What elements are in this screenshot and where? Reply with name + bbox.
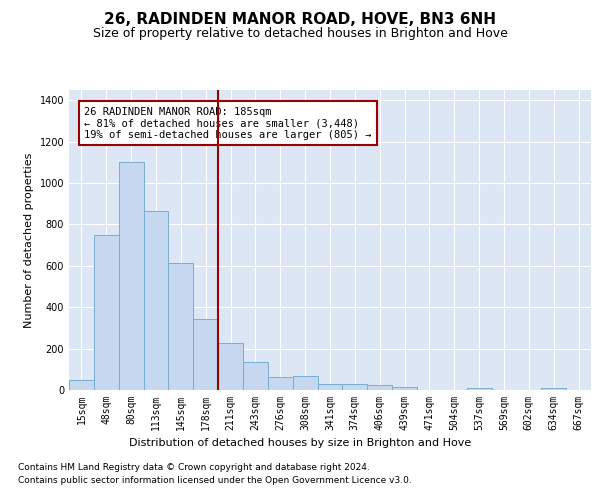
Bar	[317, 384, 343, 390]
Bar	[143, 211, 169, 390]
Text: 26 RADINDEN MANOR ROAD: 185sqm
← 81% of detached houses are smaller (3,448)
19% : 26 RADINDEN MANOR ROAD: 185sqm ← 81% of …	[84, 106, 371, 140]
Bar	[69, 380, 94, 390]
Bar	[243, 362, 268, 390]
Text: Size of property relative to detached houses in Brighton and Hove: Size of property relative to detached ho…	[92, 28, 508, 40]
Bar	[343, 384, 367, 390]
Bar	[268, 377, 293, 390]
Bar	[119, 162, 143, 390]
Bar	[541, 388, 566, 390]
Bar	[367, 386, 392, 390]
Bar	[169, 263, 193, 390]
Text: Contains public sector information licensed under the Open Government Licence v3: Contains public sector information licen…	[18, 476, 412, 485]
Bar	[218, 344, 243, 390]
Bar	[193, 318, 218, 390]
Bar	[467, 388, 491, 390]
Text: Contains HM Land Registry data © Crown copyright and database right 2024.: Contains HM Land Registry data © Crown c…	[18, 464, 370, 472]
Bar	[94, 235, 119, 390]
Y-axis label: Number of detached properties: Number of detached properties	[24, 152, 34, 328]
Bar	[293, 376, 317, 390]
Text: 26, RADINDEN MANOR ROAD, HOVE, BN3 6NH: 26, RADINDEN MANOR ROAD, HOVE, BN3 6NH	[104, 12, 496, 28]
Bar	[392, 387, 417, 390]
Text: Distribution of detached houses by size in Brighton and Hove: Distribution of detached houses by size …	[129, 438, 471, 448]
